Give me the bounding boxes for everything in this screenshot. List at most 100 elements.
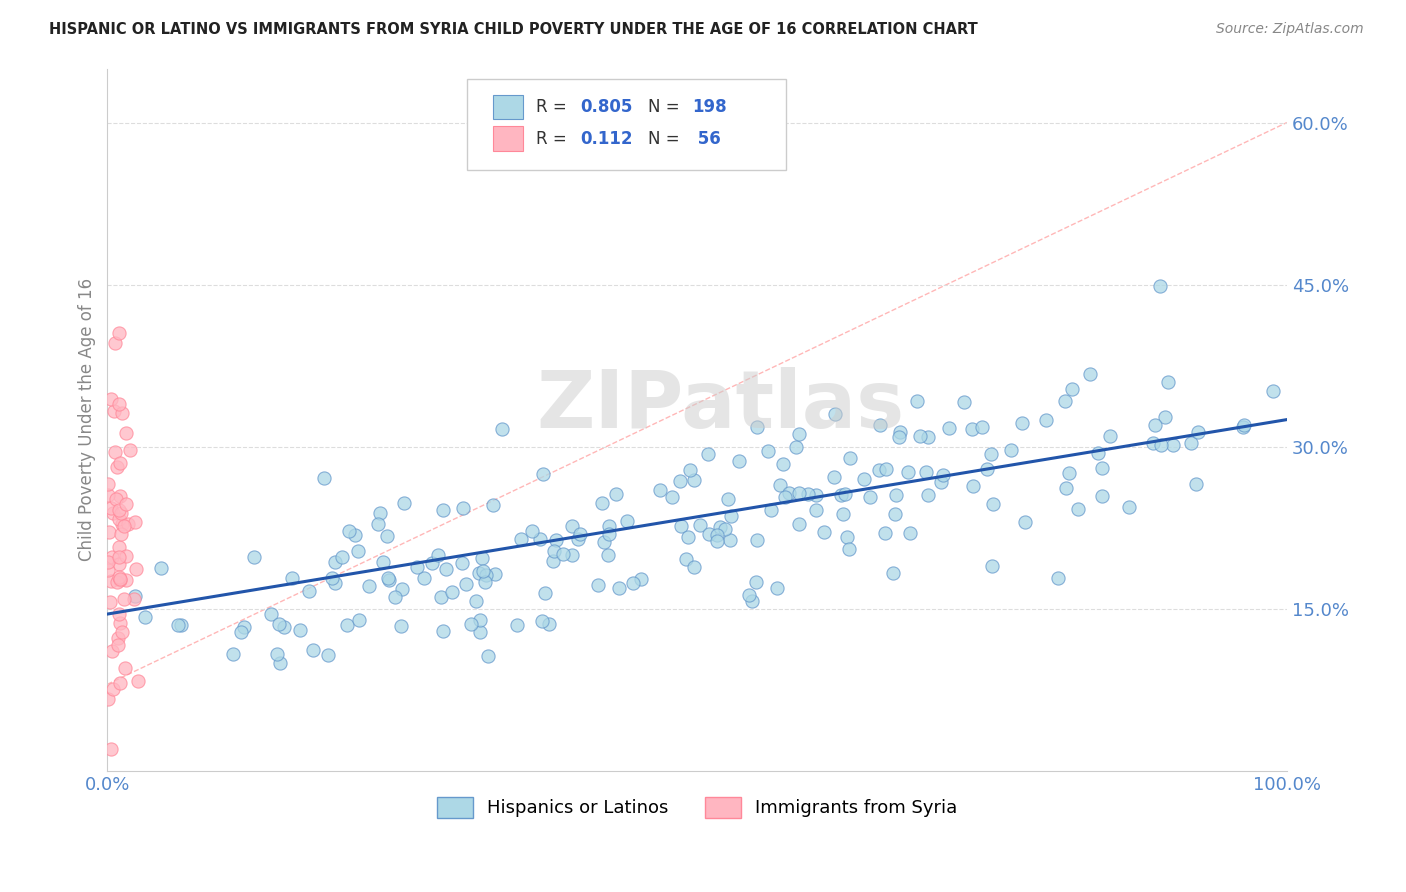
Point <box>1187 425 1209 440</box>
Point <box>541 554 564 568</box>
Text: 0.112: 0.112 <box>581 129 633 148</box>
Point <box>983 497 1005 511</box>
Point <box>330 550 353 565</box>
Point <box>108 326 131 341</box>
Point <box>917 488 939 502</box>
Point <box>1091 489 1114 503</box>
Point <box>607 582 630 596</box>
Point <box>1000 443 1022 458</box>
Point <box>534 586 557 600</box>
Point <box>1263 384 1285 399</box>
Point <box>520 524 543 539</box>
Point <box>100 392 122 406</box>
Point <box>269 617 291 632</box>
Point <box>108 503 131 517</box>
Point <box>108 574 131 588</box>
Point <box>481 498 503 512</box>
Point <box>1153 410 1175 425</box>
Point <box>697 447 720 461</box>
Point <box>506 617 529 632</box>
Point <box>717 491 740 506</box>
Point <box>938 421 960 435</box>
Point <box>544 533 567 548</box>
Point <box>97 563 120 577</box>
Point <box>343 528 366 542</box>
Point <box>1014 515 1036 529</box>
Point <box>1057 466 1080 480</box>
Text: HISPANIC OR LATINO VS IMMIGRANTS FROM SYRIA CHILD POVERTY UNDER THE AGE OF 16 CO: HISPANIC OR LATINO VS IMMIGRANTS FROM SY… <box>49 22 979 37</box>
Point <box>384 590 406 604</box>
Point <box>683 473 706 487</box>
Text: 56: 56 <box>692 129 721 148</box>
Point <box>778 486 800 500</box>
Point <box>426 548 449 562</box>
Point <box>346 544 368 558</box>
Point <box>125 562 148 576</box>
Point <box>454 576 477 591</box>
Point <box>434 562 457 576</box>
Point <box>953 395 976 409</box>
Point <box>108 456 131 470</box>
Point <box>1091 461 1114 475</box>
Point <box>669 519 692 533</box>
Point <box>568 526 591 541</box>
Point <box>420 556 443 570</box>
Point <box>787 427 810 442</box>
Point <box>150 561 173 575</box>
Point <box>738 588 761 602</box>
Point <box>357 579 380 593</box>
Point <box>509 532 531 546</box>
Point <box>124 515 146 529</box>
Point <box>884 488 907 502</box>
Point <box>472 564 495 578</box>
Point <box>98 524 121 539</box>
Point <box>709 519 731 533</box>
Point <box>432 503 454 517</box>
Point <box>567 532 589 546</box>
Point <box>465 593 488 607</box>
Point <box>107 631 129 645</box>
Point <box>377 573 399 587</box>
Point <box>661 490 683 504</box>
Point <box>108 558 131 572</box>
Point <box>591 496 613 510</box>
Point <box>873 526 896 541</box>
Point <box>561 518 583 533</box>
Point <box>972 419 994 434</box>
Point <box>1118 500 1140 514</box>
Point <box>1144 418 1167 433</box>
Point <box>377 571 399 585</box>
Point <box>980 559 1002 574</box>
Point <box>1035 413 1057 427</box>
Point <box>897 465 920 479</box>
Point <box>868 463 890 477</box>
Point <box>103 404 125 418</box>
Point <box>706 534 728 549</box>
Point <box>769 477 792 491</box>
Point <box>905 393 928 408</box>
Point <box>111 517 134 532</box>
Point <box>471 551 494 566</box>
Point <box>101 682 124 697</box>
Point <box>108 550 131 565</box>
Point <box>167 617 190 632</box>
Point <box>392 495 415 509</box>
Point <box>105 574 128 589</box>
Point <box>100 742 122 756</box>
Point <box>111 406 134 420</box>
Point <box>124 590 146 604</box>
Point <box>747 419 769 434</box>
Point <box>112 519 135 533</box>
Point <box>97 488 120 502</box>
Point <box>108 607 131 621</box>
Point <box>484 566 506 581</box>
Point <box>110 506 132 520</box>
Point <box>127 673 149 688</box>
Point <box>741 594 763 608</box>
Point <box>813 525 835 540</box>
Point <box>830 488 852 502</box>
Point <box>321 571 343 585</box>
Point <box>477 648 499 663</box>
Point <box>823 469 845 483</box>
Point <box>298 583 321 598</box>
